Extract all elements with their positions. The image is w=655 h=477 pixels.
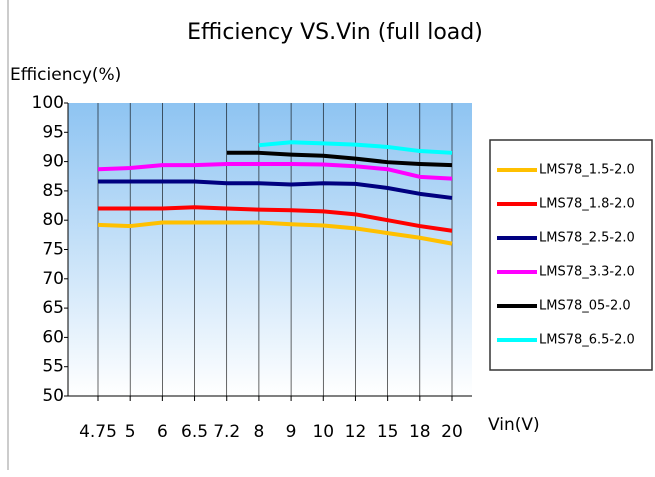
legend-label: LMS78_6.5-2.0 xyxy=(539,333,635,348)
y-tick-label: 60 xyxy=(42,327,64,347)
series-line xyxy=(258,140,453,155)
y-tick-label: 70 xyxy=(42,269,64,289)
legend-label: LMS78_2.5-2.0 xyxy=(539,231,635,246)
x-tick-label: 4.75 xyxy=(79,422,117,442)
x-tick-label: 6.5 xyxy=(181,422,208,442)
x-tick-label: 7.2 xyxy=(213,422,240,442)
x-tick-label: 12 xyxy=(345,422,367,442)
series-line xyxy=(226,150,453,168)
legend-label: LMS78_3.3-2.0 xyxy=(539,265,635,280)
y-tick-label: 95 xyxy=(42,122,64,142)
x-tick-label: 9 xyxy=(286,422,297,442)
y-tick-label: 55 xyxy=(42,357,64,377)
x-tick-label: 5 xyxy=(125,422,136,442)
series-line xyxy=(98,179,453,200)
legend-label: LMS78_1.5-2.0 xyxy=(539,163,635,178)
legend-label: LMS78_1.8-2.0 xyxy=(539,197,635,212)
legend-label: LMS78_05-2.0 xyxy=(539,299,631,314)
x-tick-label: 8 xyxy=(253,422,264,442)
y-tick-label: 80 xyxy=(42,210,64,230)
x-tick-label: 15 xyxy=(377,422,399,442)
y-tick-label: 90 xyxy=(42,152,64,172)
x-axis-label: Vin(V) xyxy=(488,415,540,435)
series-line xyxy=(97,220,453,246)
y-tick-label: 65 xyxy=(42,298,64,318)
series-line xyxy=(97,161,453,181)
x-tick-label: 6 xyxy=(157,422,168,442)
x-tick-label: 18 xyxy=(409,422,431,442)
y-tick-label: 75 xyxy=(42,240,64,260)
x-tick-label: 10 xyxy=(312,422,334,442)
y-tick-label: 85 xyxy=(42,181,64,201)
y-tick-label: 100 xyxy=(32,93,64,113)
x-tick-label: 20 xyxy=(441,422,463,442)
plot-area xyxy=(68,103,472,396)
y-tick-label: 50 xyxy=(42,386,64,406)
legend xyxy=(489,139,653,371)
chart-title: Efficiency VS.Vin (full load) xyxy=(187,20,483,45)
y-axis-label: Efficiency(%) xyxy=(10,65,121,85)
series-line xyxy=(98,205,453,233)
